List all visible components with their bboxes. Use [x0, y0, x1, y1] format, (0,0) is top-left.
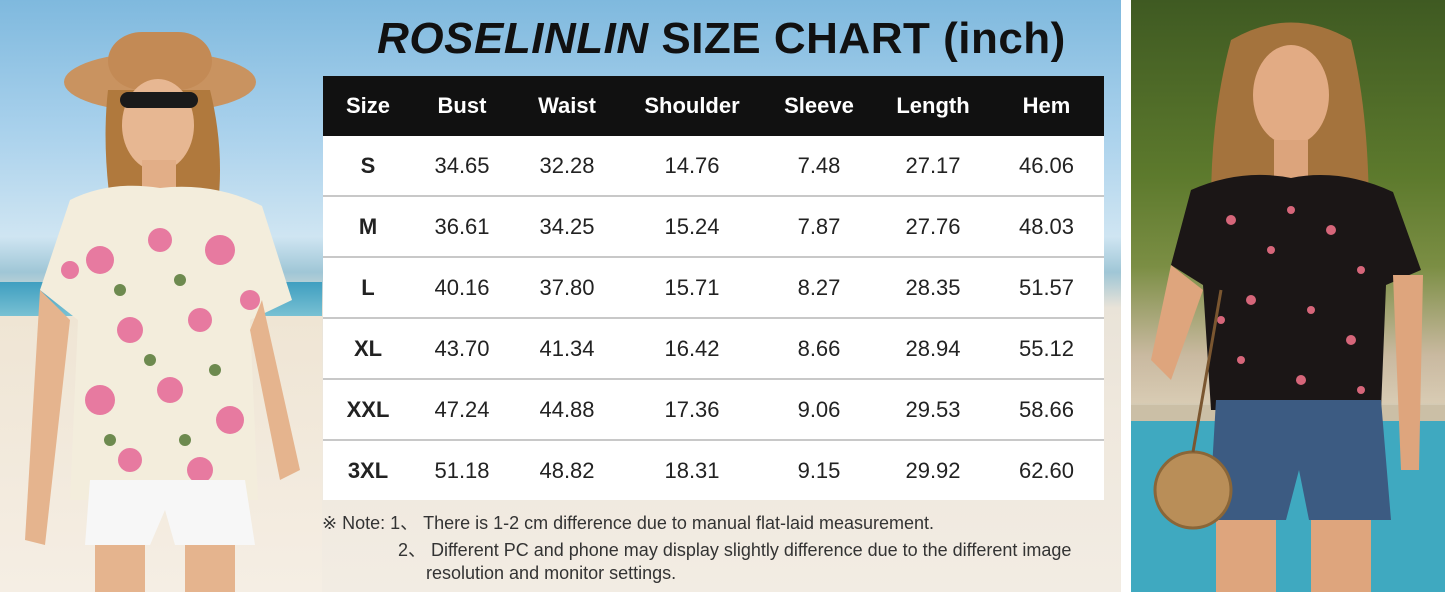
cell-size: M	[358, 213, 378, 239]
header-shoulder: Shoulder	[644, 93, 740, 118]
cell-hem: 62.60	[1018, 457, 1075, 483]
model-figure-right	[1131, 22, 1445, 592]
header-bust: Bust	[437, 93, 487, 118]
cell-sleeve: 8.27	[797, 274, 841, 300]
cell-waist: 41.34	[539, 335, 595, 361]
cell-length: 29.92	[905, 457, 961, 483]
cell-hem: 58.66	[1018, 396, 1075, 422]
header-size: Size	[345, 93, 391, 118]
cell-hem: 51.57	[1018, 274, 1075, 300]
cell-waist: 34.25	[539, 213, 595, 239]
header-hem: Hem	[1022, 93, 1071, 118]
cell-size: XL	[353, 335, 383, 361]
cell-hem: 55.12	[1018, 335, 1075, 361]
cell-shoulder: 17.36	[664, 396, 720, 422]
cell-size: L	[361, 274, 375, 300]
cell-shoulder: 15.71	[664, 274, 720, 300]
cell-sleeve: 7.48	[797, 152, 841, 178]
table-row: L 40.16 37.80 15.71 8.27 28.35 51.57	[323, 256, 1104, 317]
cell-sleeve: 7.87	[797, 213, 841, 239]
left-model-photo	[0, 0, 322, 592]
header-waist: Waist	[538, 93, 596, 118]
cell-sleeve: 9.15	[797, 457, 841, 483]
header-sleeve: Sleeve	[784, 93, 854, 118]
note-line-3: resolution and monitor settings.	[426, 563, 677, 583]
note-line-2: 2、 Different PC and phone may display sl…	[398, 540, 1072, 560]
cell-waist: 48.82	[539, 457, 595, 483]
cell-sleeve: 9.06	[797, 396, 841, 422]
cell-bust: 40.16	[434, 274, 490, 300]
model-figure-left	[25, 32, 300, 592]
cell-length: 27.76	[905, 213, 961, 239]
cell-length: 29.53	[905, 396, 961, 422]
cell-waist: 37.80	[539, 274, 595, 300]
cell-size: 3XL	[347, 457, 389, 483]
chart-title: ROSELINLIN SIZE CHART (inch)	[322, 14, 1121, 64]
cell-waist: 44.88	[539, 396, 595, 422]
cell-bust: 34.65	[434, 152, 490, 178]
cell-bust: 36.61	[434, 213, 490, 239]
note-line-1: ※ Note: 1、 There is 1-2 cm difference du…	[322, 513, 935, 533]
table-row: 3XL 51.18 48.82 18.31 9.15 29.92 62.60	[323, 439, 1104, 500]
brand-name: ROSELINLIN	[377, 14, 649, 63]
table-row: XL 43.70 41.34 16.42 8.66 28.94 55.12	[323, 317, 1104, 378]
table-row: XXL 47.24 44.88 17.36 9.06 29.53 58.66	[323, 378, 1104, 439]
cell-sleeve: 8.66	[797, 335, 841, 361]
cell-waist: 32.28	[539, 152, 595, 178]
divider	[1121, 0, 1131, 592]
header-length: Length	[896, 93, 970, 118]
cell-hem: 48.03	[1018, 213, 1075, 239]
cell-shoulder: 15.24	[664, 213, 720, 239]
cell-length: 27.17	[905, 152, 961, 178]
cell-bust: 43.70	[434, 335, 490, 361]
size-table: Size Bust Waist Shoulder Sleeve Length H…	[323, 76, 1104, 500]
cell-length: 28.35	[905, 274, 961, 300]
cell-size: S	[360, 152, 376, 178]
title-text: SIZE CHART (inch)	[661, 14, 1066, 63]
cell-length: 28.94	[905, 335, 961, 361]
cell-bust: 47.24	[434, 396, 490, 422]
cell-shoulder: 16.42	[664, 335, 720, 361]
cell-hem: 46.06	[1018, 152, 1075, 178]
cell-shoulder: 18.31	[664, 457, 720, 483]
table-row: M 36.61 34.25 15.24 7.87 27.76 48.03	[323, 195, 1104, 256]
cell-size: XXL	[346, 396, 390, 422]
right-model-photo	[1131, 0, 1445, 592]
table-row: S 34.65 32.28 14.76 7.48 27.17 46.06	[323, 136, 1104, 195]
cell-bust: 51.18	[434, 457, 490, 483]
table-header: Size Bust Waist Shoulder Sleeve Length H…	[323, 76, 1104, 136]
cell-shoulder: 14.76	[664, 152, 720, 178]
